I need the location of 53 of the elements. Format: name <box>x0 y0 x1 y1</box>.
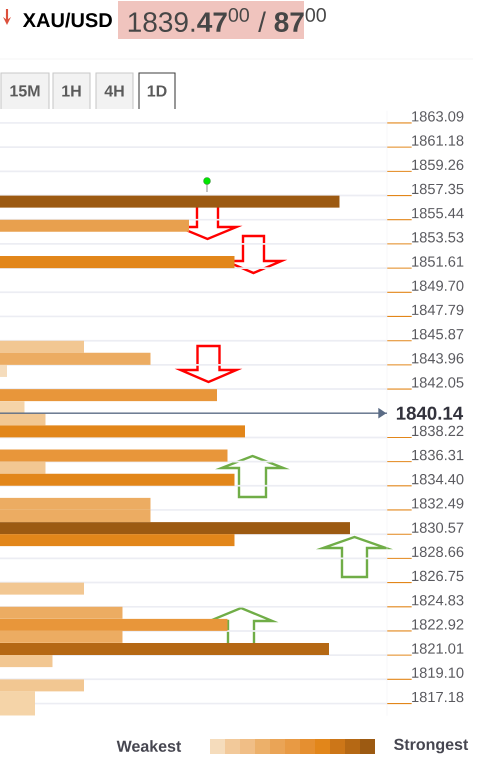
y-tick-label: 1863.09 <box>412 111 464 122</box>
bar <box>0 534 234 546</box>
bar <box>0 474 234 486</box>
y-tick-label: 1819.10 <box>412 668 464 678</box>
text: Weakest <box>116 740 182 752</box>
y-tick-label: 1851.61 <box>412 256 464 267</box>
y-tick-label: 1845.87 <box>412 328 464 340</box>
y-tick-label: 1855.44 <box>412 208 464 218</box>
bar <box>0 364 7 377</box>
bar <box>0 413 46 426</box>
y-tick-label: 1817.18 <box>412 692 464 702</box>
bar <box>0 340 84 353</box>
text: 1D <box>148 86 167 97</box>
bar <box>0 643 329 656</box>
y-tick-label: 1849.70 <box>412 280 464 291</box>
bar <box>0 630 122 643</box>
y-tick-label: 1821.01 <box>412 643 464 654</box>
y-tick-label: 1861.18 <box>412 135 464 146</box>
bar <box>0 582 84 595</box>
y-tick-label: 1832.49 <box>412 498 464 509</box>
bar <box>0 606 122 619</box>
chart-title: XAU/USD <box>22 12 112 28</box>
y-tick-label: 1843.96 <box>412 353 464 364</box>
bar <box>0 401 24 414</box>
text: 1H <box>62 86 81 97</box>
text: Strongest <box>394 738 468 754</box>
y-tick-label: 1830.57 <box>412 522 464 533</box>
bar <box>0 256 234 268</box>
text: 4H <box>104 86 124 97</box>
bar <box>0 425 245 438</box>
bar <box>0 196 340 208</box>
y-tick-label: 1836.31 <box>412 450 464 460</box>
y-tick-label: 1853.53 <box>412 232 464 242</box>
bar <box>0 352 150 365</box>
text: 15M <box>10 85 40 97</box>
bar <box>0 450 228 462</box>
bar <box>0 462 46 474</box>
ref-line-label: 1840.14 <box>396 406 464 420</box>
y-tick-label: 1824.83 <box>412 595 464 606</box>
bar <box>0 522 350 534</box>
y-tick-label: 1828.66 <box>412 546 464 557</box>
y-tick-label: 1834.40 <box>412 474 464 484</box>
y-tick-label: 1842.05 <box>412 377 464 388</box>
y-tick-label: 1847.79 <box>412 304 464 316</box>
y-tick-label: 1826.75 <box>412 570 464 582</box>
y-tick-label: 1838.22 <box>412 426 464 436</box>
bar <box>0 679 84 692</box>
y-tick-label: 1859.26 <box>412 160 464 170</box>
chart-subtitle: 1839.47$^{00}$ / 87$^{00}$ <box>128 8 326 32</box>
bar <box>0 389 217 402</box>
y-tick-label: 1822.92 <box>412 619 464 630</box>
y-tick-label: 1857.35 <box>412 184 464 194</box>
bar <box>0 655 52 668</box>
